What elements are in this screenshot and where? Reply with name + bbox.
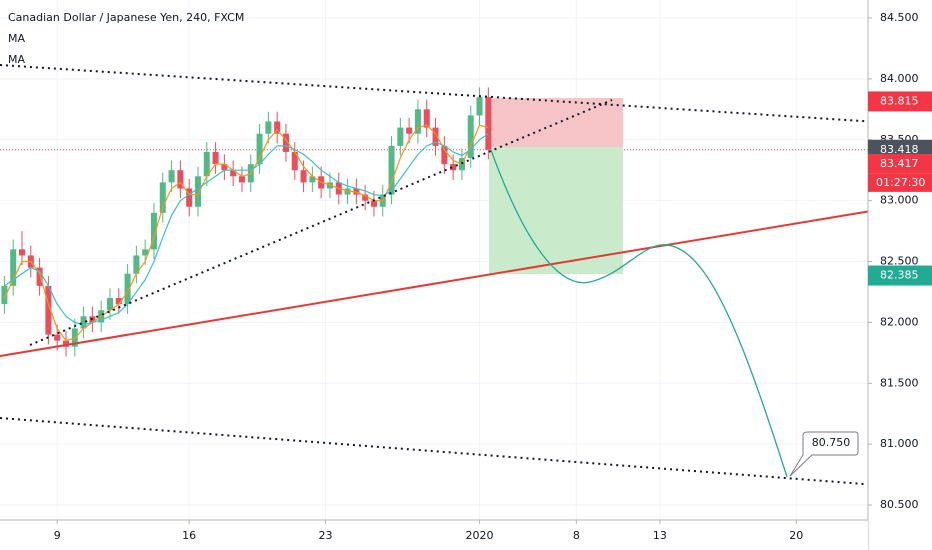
y-tick-label: 81.500 (880, 376, 919, 389)
candle-body (370, 200, 377, 207)
x-tick-label: 16 (182, 529, 196, 542)
candle-body (36, 267, 43, 286)
candle-body (476, 97, 483, 116)
candle-body (62, 340, 69, 347)
chart-title: Canadian Dollar / Japanese Yen, 240, FXC… (8, 11, 244, 24)
moving-average (4, 133, 489, 326)
trend-line (0, 417, 878, 486)
candle-body (450, 164, 457, 171)
support-line (0, 209, 878, 357)
candle-body (441, 145, 448, 165)
candle-body (106, 298, 113, 311)
x-tick-label: 2020 (466, 529, 494, 542)
candle-body (221, 164, 228, 171)
projection (490, 149, 788, 478)
indicator-label: MA (8, 32, 25, 45)
price-badge-label: 83.417 (880, 157, 919, 170)
candle-body (150, 212, 157, 250)
candle-body (291, 151, 298, 171)
candle-body (300, 170, 307, 183)
candle-body (133, 255, 140, 274)
y-tick-label: 81.000 (880, 437, 919, 450)
candle-body (10, 249, 17, 286)
candle-body (194, 176, 201, 207)
candle-body (397, 127, 404, 146)
callout-label: 80.750 (812, 436, 851, 449)
y-tick-label: 84.000 (880, 72, 919, 85)
price-badge (868, 153, 932, 174)
candle-body (203, 151, 210, 177)
y-tick-label: 80.500 (880, 498, 919, 511)
candle-body (432, 127, 439, 146)
candle-body (115, 298, 122, 305)
y-tick-label: 82.000 (880, 315, 919, 328)
price-badge (868, 265, 932, 286)
candle-body (45, 285, 52, 335)
callout (789, 431, 859, 477)
candle-body (159, 182, 166, 213)
price-badge-label: 83.418 (880, 143, 919, 156)
y-tick-label: 82.500 (880, 255, 919, 268)
candle-body (388, 145, 395, 195)
candle-body (467, 115, 474, 159)
price-badge (868, 91, 932, 112)
candle-body (18, 249, 25, 256)
candle-body (230, 170, 237, 177)
candle-body (80, 316, 87, 329)
candle-body (485, 97, 492, 150)
y-tick-label: 83.000 (880, 194, 919, 207)
y-tick-label: 84.500 (880, 11, 919, 24)
candle-body (406, 127, 413, 134)
candle-body (274, 121, 281, 134)
candle-body (423, 109, 430, 128)
target-zone (489, 147, 623, 274)
moving-average (3, 124, 489, 342)
candle-body (309, 176, 316, 183)
candle-body (177, 170, 184, 189)
x-tick-label: 23 (319, 529, 333, 542)
candle-body (265, 121, 272, 134)
x-tick-label: 13 (653, 529, 667, 542)
trend-line (0, 64, 878, 123)
candle-body (168, 170, 175, 183)
candles (1, 87, 492, 357)
countdown-badge (868, 173, 932, 192)
candle-body (362, 194, 369, 201)
candle-body (238, 176, 245, 183)
countdown-label: 01:27:30 (876, 176, 925, 189)
x-tick-label: 9 (54, 529, 61, 542)
candle-body (282, 133, 289, 152)
price-badge-label: 82.385 (880, 269, 919, 282)
price-badge-label: 83.815 (880, 94, 919, 107)
candle-body (186, 188, 193, 207)
candle-body (353, 188, 360, 195)
candle-body (142, 249, 149, 256)
x-tick-label: 20 (789, 529, 803, 542)
candle-body (1, 285, 8, 305)
candle-body (212, 151, 219, 165)
x-tick-label: 8 (573, 529, 580, 542)
indicator-label: MA (8, 53, 25, 66)
axis-labels: 84.50084.00083.50083.00082.50082.00081.5… (54, 11, 932, 542)
candle-body (256, 133, 263, 165)
candle-body (124, 273, 131, 305)
time-axis (0, 520, 868, 550)
candle-body (414, 109, 421, 134)
candle-body (54, 334, 61, 341)
candle-body (344, 188, 351, 195)
